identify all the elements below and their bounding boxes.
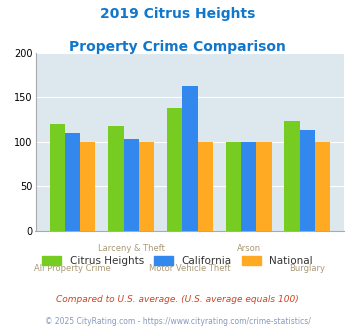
Bar [124,139,139,231]
Legend: Citrus Heights, California, National: Citrus Heights, California, National [38,252,317,270]
Bar [139,142,154,231]
Bar [80,142,95,231]
Bar [241,142,256,231]
Bar [182,86,198,231]
Bar [50,124,65,231]
Text: Larceny & Theft: Larceny & Theft [98,244,165,253]
Bar [256,142,272,231]
Bar [198,142,213,231]
Text: © 2025 CityRating.com - https://www.cityrating.com/crime-statistics/: © 2025 CityRating.com - https://www.city… [45,317,310,326]
Bar [108,126,124,231]
Text: Arson: Arson [236,244,261,253]
Bar [315,142,330,231]
Bar [284,120,300,231]
Bar [167,108,182,231]
Bar [300,130,315,231]
Text: Burglary: Burglary [289,264,326,273]
Text: Compared to U.S. average. (U.S. average equals 100): Compared to U.S. average. (U.S. average … [56,295,299,304]
Text: Property Crime Comparison: Property Crime Comparison [69,40,286,53]
Bar [226,142,241,231]
Text: Motor Vehicle Theft: Motor Vehicle Theft [149,264,231,273]
Text: All Property Crime: All Property Crime [34,264,111,273]
Text: 2019 Citrus Heights: 2019 Citrus Heights [100,7,255,20]
Bar [65,133,80,231]
